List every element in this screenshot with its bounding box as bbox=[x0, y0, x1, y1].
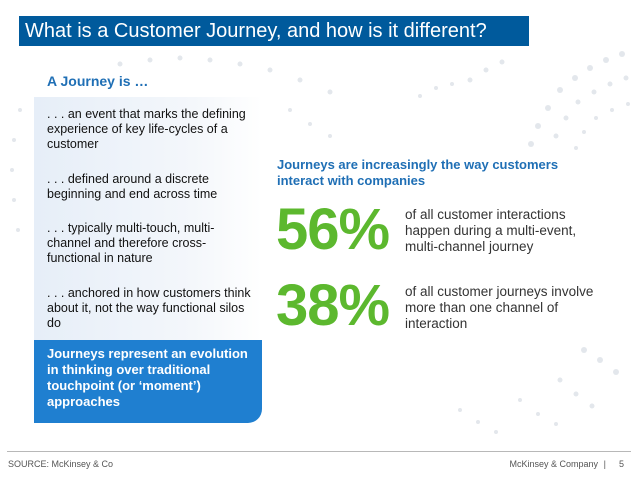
footer-divider bbox=[7, 451, 631, 452]
company-name: McKinsey & Company bbox=[509, 459, 598, 469]
stat-description-2: of all customer journeys involve more th… bbox=[405, 284, 594, 331]
journey-point-1: . . . an event that marks the defining e… bbox=[47, 107, 246, 151]
journey-point-4: . . . anchored in how customers think ab… bbox=[47, 286, 251, 330]
journey-definition-panel bbox=[34, 97, 262, 340]
journey-callout-box bbox=[34, 340, 262, 423]
source-note: SOURCE: McKinsey & Co bbox=[8, 459, 114, 469]
journey-point-2: . . . defined around a discrete beginnin… bbox=[47, 172, 218, 201]
stats-heading: Journeys are increasingly the way custom… bbox=[277, 157, 559, 188]
journey-point-3: . . . typically multi-touch, multi-chann… bbox=[47, 221, 215, 265]
stat-value-1: 56% bbox=[276, 197, 390, 262]
journey-callout-text: Journeys represent an evolution in think… bbox=[47, 346, 248, 409]
slide-title: What is a Customer Journey, and how is i… bbox=[19, 16, 529, 46]
journey-heading: A Journey is … bbox=[47, 73, 149, 89]
stat-description-1: of all customer interactions happen duri… bbox=[405, 207, 577, 254]
stat-value-2: 38% bbox=[276, 273, 390, 338]
page-number: 5 bbox=[618, 459, 624, 469]
footer-separator: | bbox=[603, 459, 606, 469]
